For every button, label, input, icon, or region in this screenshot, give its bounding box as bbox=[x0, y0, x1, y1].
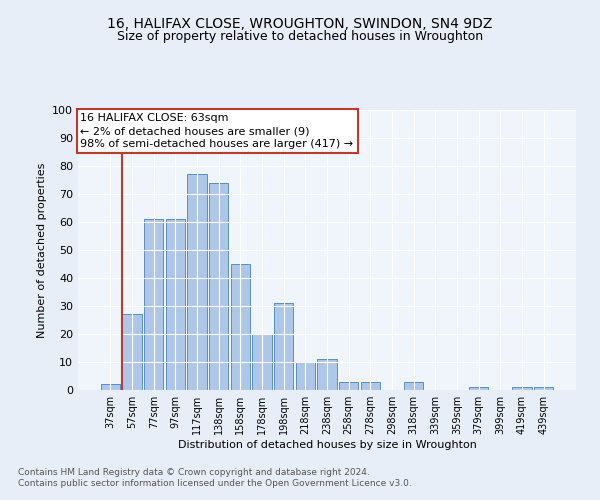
Y-axis label: Number of detached properties: Number of detached properties bbox=[37, 162, 47, 338]
Bar bbox=[317, 359, 337, 390]
Bar bbox=[122, 314, 142, 390]
Bar bbox=[274, 303, 293, 390]
Bar bbox=[534, 387, 553, 390]
Bar bbox=[512, 387, 532, 390]
X-axis label: Distribution of detached houses by size in Wroughton: Distribution of detached houses by size … bbox=[178, 440, 476, 450]
Bar bbox=[252, 334, 272, 390]
Text: Contains HM Land Registry data © Crown copyright and database right 2024.
Contai: Contains HM Land Registry data © Crown c… bbox=[18, 468, 412, 487]
Text: 16 HALIFAX CLOSE: 63sqm
← 2% of detached houses are smaller (9)
98% of semi-deta: 16 HALIFAX CLOSE: 63sqm ← 2% of detached… bbox=[80, 113, 353, 149]
Bar bbox=[361, 382, 380, 390]
Text: 16, HALIFAX CLOSE, WROUGHTON, SWINDON, SN4 9DZ: 16, HALIFAX CLOSE, WROUGHTON, SWINDON, S… bbox=[107, 18, 493, 32]
Bar bbox=[144, 219, 163, 390]
Bar bbox=[187, 174, 207, 390]
Bar bbox=[296, 362, 315, 390]
Text: Size of property relative to detached houses in Wroughton: Size of property relative to detached ho… bbox=[117, 30, 483, 43]
Bar bbox=[230, 264, 250, 390]
Bar bbox=[166, 219, 185, 390]
Bar bbox=[209, 183, 229, 390]
Bar bbox=[339, 382, 358, 390]
Bar bbox=[101, 384, 120, 390]
Bar bbox=[469, 387, 488, 390]
Bar bbox=[404, 382, 424, 390]
